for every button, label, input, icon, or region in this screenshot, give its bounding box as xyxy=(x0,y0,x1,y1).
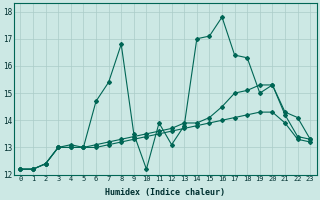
X-axis label: Humidex (Indice chaleur): Humidex (Indice chaleur) xyxy=(105,188,225,197)
